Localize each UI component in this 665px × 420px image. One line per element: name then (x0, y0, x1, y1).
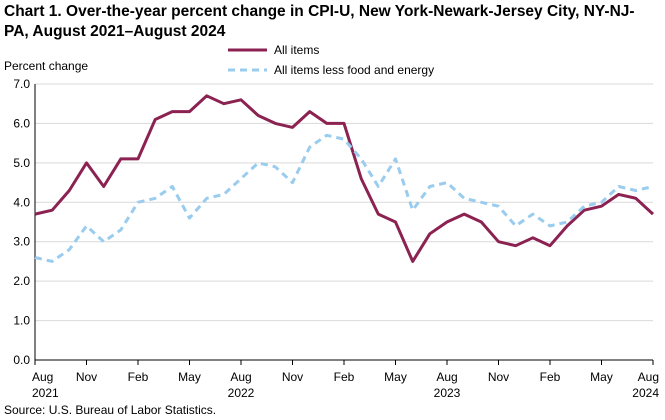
x-tick-label: May (384, 370, 407, 384)
series-line-all-items (34, 94, 655, 263)
y-tick-label: 5.0 (13, 156, 30, 170)
source-note: Source: U.S. Bureau of Labor Statistics. (4, 403, 217, 417)
x-tick-year-label: 2021 (32, 386, 59, 400)
chart-title: Chart 1. Over-the-year percent change in… (4, 3, 635, 40)
y-tick-label: 0.0 (13, 353, 30, 367)
y-axis-label: Percent change (4, 59, 89, 73)
x-tick-label: Aug (230, 370, 251, 384)
x-tick-year-label: 2022 (228, 386, 255, 400)
x-tick-label: Aug (32, 370, 53, 384)
series-line-core (34, 133, 654, 263)
x-tick-label: Nov (282, 370, 303, 384)
x-tick-year-label: 2023 (434, 386, 461, 400)
x-tick-label: May (590, 370, 613, 384)
y-tick-label: 3.0 (13, 235, 30, 249)
x-tick-label: May (178, 370, 201, 384)
y-tick-label: 1.0 (13, 314, 30, 328)
legend-label: All items (274, 43, 319, 57)
x-tick-label: Feb (540, 370, 561, 384)
x-tick-label: Feb (128, 370, 149, 384)
x-tick-year-label: 2024 (632, 386, 659, 400)
x-tick-label: Nov (76, 370, 97, 384)
y-tick-label: 4.0 (13, 195, 30, 209)
y-tick-label: 7.0 (13, 77, 30, 91)
x-tick-label: Aug (638, 370, 659, 384)
x-tick-label: Nov (488, 370, 509, 384)
legend-label: All items less food and energy (274, 63, 434, 77)
y-tick-label: 2.0 (13, 274, 30, 288)
y-tick-label: 6.0 (13, 116, 30, 130)
x-tick-label: Aug (436, 370, 457, 384)
x-tick-label: Feb (334, 370, 355, 384)
